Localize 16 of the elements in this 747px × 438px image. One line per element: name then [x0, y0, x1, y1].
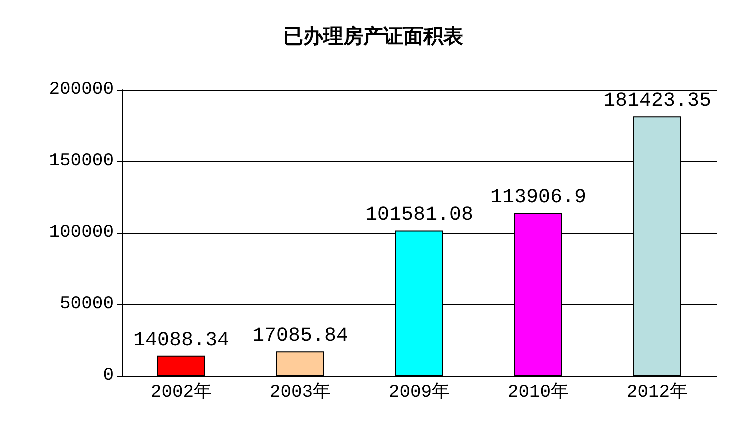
data-label: 14088.34: [133, 329, 230, 352]
x-tick-label: 2010年: [508, 382, 570, 403]
x-tick-label: 2009年: [388, 382, 450, 403]
y-tick-label: 200000: [49, 80, 114, 100]
y-tick-label: 150000: [49, 152, 114, 172]
x-tick-label: 2003年: [270, 382, 332, 403]
x-tick-label: 2012年: [626, 382, 688, 403]
x-tick-label: 2002年: [150, 382, 212, 403]
y-tick-label: 50000: [60, 294, 114, 314]
data-label: 113906.9: [490, 186, 587, 210]
y-tick-label: 0: [103, 366, 114, 386]
y-tick-label: 100000: [49, 223, 114, 243]
chart-title: 已办理房产证面积表: [284, 25, 464, 48]
data-label: 181423.35: [603, 90, 712, 114]
data-label: 101581.08: [365, 204, 474, 228]
data-label: 17085.84: [252, 325, 349, 348]
